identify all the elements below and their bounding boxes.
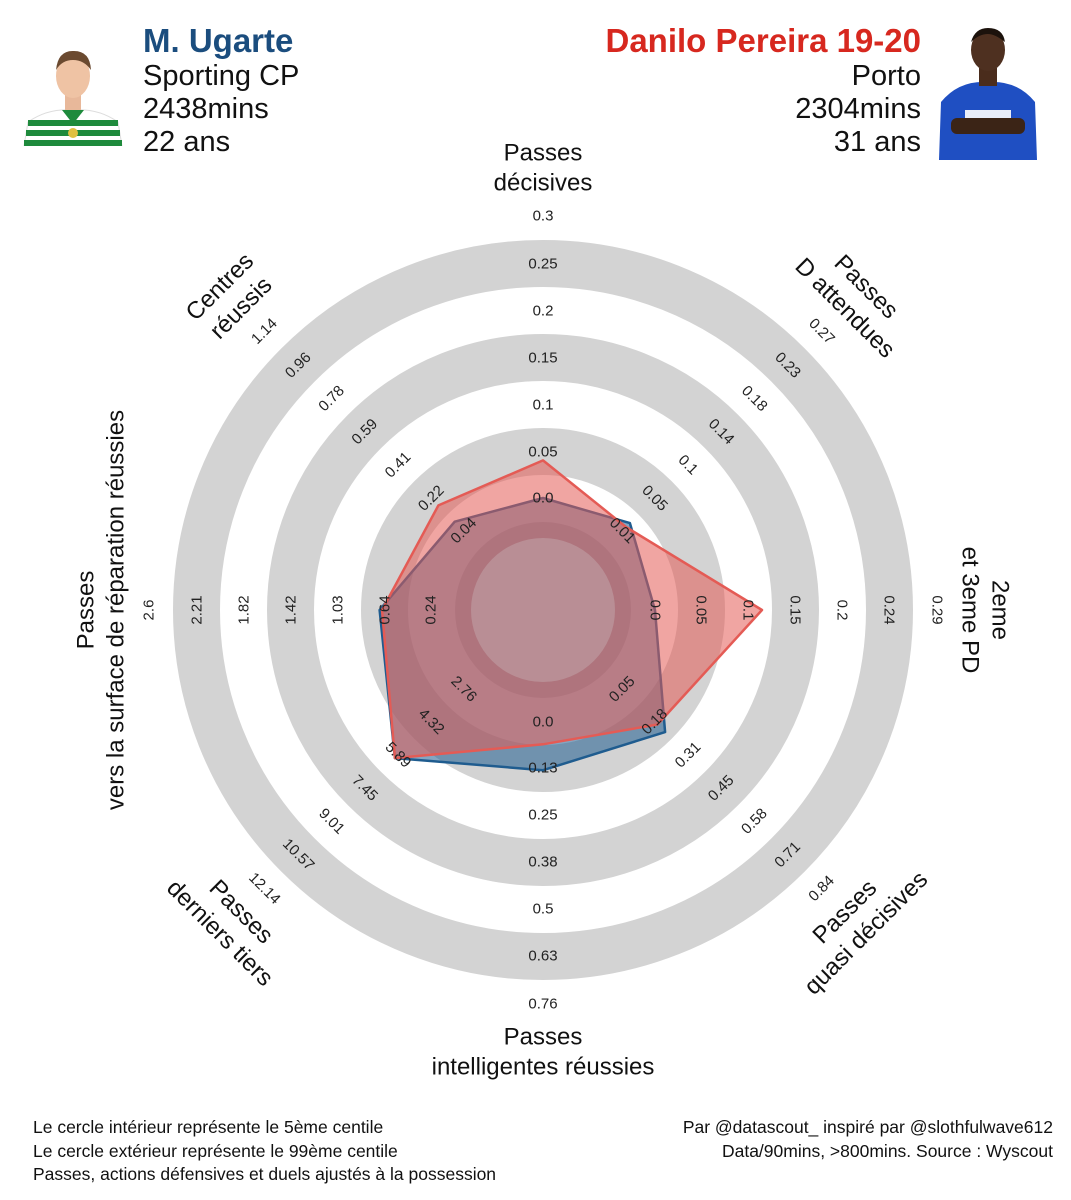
- radar-tick-label: 0.27: [805, 315, 838, 348]
- left-player-header: M. Ugarte Sporting CP 2438mins 22 ans: [143, 22, 299, 159]
- radar-tick-label: 2.21: [189, 595, 206, 624]
- footer-credit: Data/90mins, >800mins. Source : Wyscout: [721, 1140, 1053, 1161]
- radar-inner-layer: [471, 538, 615, 682]
- radar-tick-label: 1.03: [330, 595, 347, 624]
- radar-tick-label: 0.29: [929, 595, 946, 624]
- radar-tick-label: 0.1: [740, 600, 757, 621]
- radar-axis-label: Passes vers la surface de réparation réus…: [73, 410, 130, 810]
- footer-notes: Le cercle intérieur représente le 5ème c…: [33, 1116, 496, 1187]
- radar-axis-label-line: et 3eme PD: [957, 547, 984, 674]
- radar-tick-label: 0.05: [693, 595, 710, 624]
- radar-axis-label-line: intelligentes réussies: [432, 1054, 655, 1081]
- radar-tick-label: 0.0: [533, 714, 554, 731]
- footer-credits: Par @datascout_ inspiré par @slothfulwav…: [683, 1116, 1053, 1163]
- radar-tick-label: 9.01: [315, 805, 348, 838]
- radar-axis-label-line: Passes: [504, 140, 583, 167]
- radar-tick-label: 0.15: [787, 595, 804, 624]
- radar-tick-label: 0.58: [738, 805, 771, 838]
- radar-axis-label-line: décisives: [494, 170, 593, 197]
- left-player-minutes: 2438mins: [143, 93, 269, 125]
- player-photo-left: [18, 38, 128, 146]
- player-photo-right: [935, 14, 1041, 160]
- radar-tick-label: 0.3: [533, 208, 554, 225]
- radar-inner-circle: [471, 538, 615, 682]
- radar-axis-label-line: Passes: [73, 571, 100, 650]
- radar-tick-label: 0.84: [805, 872, 838, 905]
- radar-tick-label: 2.6: [141, 600, 158, 621]
- right-player-club: Porto: [851, 60, 921, 92]
- radar-tick-label: 0.25: [528, 256, 557, 273]
- radar-series-layer: [378, 459, 764, 772]
- radar-tick-label: 0.41: [382, 449, 415, 482]
- radar-tick-label: 0.63: [528, 948, 557, 965]
- right-player-name: Danilo Pereira 19-20: [605, 22, 922, 59]
- radar-tick-label: 0.78: [315, 382, 348, 415]
- radar-tick-label: 0.05: [528, 444, 557, 461]
- radar-axis-label: Passes décisives: [494, 140, 593, 197]
- left-player-name: M. Ugarte: [143, 22, 294, 59]
- radar-axis-label-line: Passes: [504, 1024, 583, 1051]
- radar-polygon-right-player: [380, 459, 764, 760]
- radar-chart: 0.00.050.10.150.20.250.30.010.050.10.140…: [73, 140, 1014, 1081]
- radar-tick-label: 0.2: [533, 303, 554, 320]
- radar-axis-label: Passes intelligentes réussies: [432, 1024, 655, 1081]
- radar-tick-label: 0.76: [528, 996, 557, 1013]
- radar-tick-label: 0.31: [672, 739, 705, 772]
- radar-tick-label: 0.18: [738, 382, 771, 415]
- footer-note: Le cercle extérieur représente le 99ème …: [33, 1140, 398, 1161]
- radar-tick-label: 0.5: [533, 901, 554, 918]
- left-player-club: Sporting CP: [143, 60, 300, 92]
- radar-tick-label: 0.0: [533, 490, 554, 507]
- radar-tick-label: 0.24: [881, 595, 898, 624]
- radar-tick-label: 1.14: [248, 315, 281, 348]
- radar-axis-label-line: 2eme: [987, 580, 1014, 640]
- radar-tick-label: 0.13: [528, 760, 557, 777]
- footer-note: Le cercle intérieur représente le 5ème c…: [33, 1117, 384, 1137]
- footer-credit: Par @datascout_ inspiré par @slothfulwav…: [682, 1117, 1053, 1137]
- left-player-age: 22 ans: [143, 126, 231, 158]
- radar-tick-label: 0.15: [528, 350, 557, 367]
- radar-tick-label: 0.0: [647, 600, 664, 621]
- radar-tick-label: 0.25: [528, 807, 557, 824]
- radar-tick-label: 0.1: [675, 452, 702, 479]
- radar-axis-label-line: vers la surface de réparation réussies: [103, 410, 130, 810]
- radar-tick-label: 0.1: [533, 397, 554, 414]
- right-player-age: 31 ans: [833, 126, 921, 158]
- radar-tick-label: 0.64: [377, 595, 394, 624]
- footer-note: Passes, actions défensives et duels ajus…: [33, 1164, 497, 1184]
- radar-ring-band: [173, 240, 913, 980]
- radar-tick-label: 0.2: [834, 600, 851, 621]
- radar-tick-label: 0.38: [528, 854, 557, 871]
- right-player-minutes: 2304mins: [795, 93, 921, 125]
- radar-tick-label: 1.42: [283, 595, 300, 624]
- radar-ring-band: [267, 334, 819, 886]
- radar-tick-label: 1.82: [236, 595, 253, 624]
- right-player-header: Danilo Pereira 19-20 Porto 2304mins 31 a…: [606, 22, 922, 159]
- radar-tick-label: 0.24: [423, 595, 440, 624]
